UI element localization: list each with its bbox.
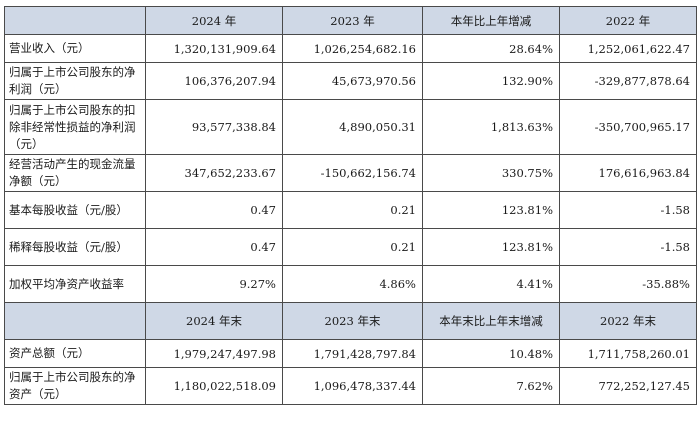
cell-2022: 176,616,963.84 xyxy=(559,154,697,192)
row-label: 资产总额（元） xyxy=(4,339,146,368)
cell-2024: 93,577,338.84 xyxy=(145,99,283,155)
header-2023-end: 2023 年末 xyxy=(282,302,423,340)
header-empty-cell xyxy=(4,302,146,340)
cell-change: 4.41% xyxy=(422,265,560,303)
financial-summary-table: 2024 年 2023 年 本年比上年增减 2022 年 营业收入（元） 1,3… xyxy=(4,6,697,405)
cell-2023: 4,890,050.31 xyxy=(282,99,423,155)
header-2022: 2022 年 xyxy=(559,6,697,35)
cell-2024: 0.47 xyxy=(145,228,283,266)
table-row: 经营活动产生的现金流量净额（元） 347,652,233.67 -150,662… xyxy=(4,154,697,192)
cell-change: 10.48% xyxy=(422,339,560,368)
cell-2023: 1,791,428,797.84 xyxy=(282,339,423,368)
cell-change: 123.81% xyxy=(422,191,560,229)
table-row: 归属于上市公司股东的净资产（元） 1,180,022,518.09 1,096,… xyxy=(4,367,697,405)
cell-2022: 1,252,061,622.47 xyxy=(559,34,697,63)
table-row: 稀释每股收益（元/股） 0.47 0.21 123.81% -1.58 xyxy=(4,228,697,266)
row-label: 经营活动产生的现金流量净额（元） xyxy=(4,154,146,192)
table-row: 归属于上市公司股东的扣除非经常性损益的净利润（元） 93,577,338.84 … xyxy=(4,99,697,155)
cell-2023: 0.21 xyxy=(282,228,423,266)
cell-change: 1,813.63% xyxy=(422,99,560,155)
cell-change: 28.64% xyxy=(422,34,560,63)
cell-2024: 0.47 xyxy=(145,191,283,229)
cell-2024: 1,979,247,497.98 xyxy=(145,339,283,368)
header-2024-end: 2024 年末 xyxy=(145,302,283,340)
row-label: 归属于上市公司股东的扣除非经常性损益的净利润（元） xyxy=(4,99,146,155)
cell-change: 7.62% xyxy=(422,367,560,405)
cell-2022: -1.58 xyxy=(559,191,697,229)
cell-2023: 0.21 xyxy=(282,191,423,229)
cell-2022: 1,711,758,260.01 xyxy=(559,339,697,368)
header-row-annual: 2024 年 2023 年 本年比上年增减 2022 年 xyxy=(4,6,697,35)
table-row: 营业收入（元） 1,320,131,909.64 1,026,254,682.1… xyxy=(4,34,697,63)
cell-2024: 106,376,207.94 xyxy=(145,62,283,100)
header-2022-end: 2022 年末 xyxy=(559,302,697,340)
cell-2024: 9.27% xyxy=(145,265,283,303)
row-label: 归属于上市公司股东的净利润（元） xyxy=(4,62,146,100)
row-label: 稀释每股收益（元/股） xyxy=(4,228,146,266)
header-2024: 2024 年 xyxy=(145,6,283,35)
cell-2022: -1.58 xyxy=(559,228,697,266)
cell-2022: -329,877,878.64 xyxy=(559,62,697,100)
row-label: 加权平均净资产收益率 xyxy=(4,265,146,303)
header-yoy-change-end: 本年末比上年末增减 xyxy=(422,302,560,340)
cell-change: 123.81% xyxy=(422,228,560,266)
cell-2023: 1,096,478,337.44 xyxy=(282,367,423,405)
cell-2023: 1,026,254,682.16 xyxy=(282,34,423,63)
cell-2023: 4.86% xyxy=(282,265,423,303)
table-row: 资产总额（元） 1,979,247,497.98 1,791,428,797.8… xyxy=(4,339,697,368)
cell-change: 330.75% xyxy=(422,154,560,192)
cell-2022: -350,700,965.17 xyxy=(559,99,697,155)
cell-change: 132.90% xyxy=(422,62,560,100)
row-label: 基本每股收益（元/股） xyxy=(4,191,146,229)
cell-2024: 347,652,233.67 xyxy=(145,154,283,192)
header-yoy-change: 本年比上年增减 xyxy=(422,6,560,35)
cell-2023: -150,662,156.74 xyxy=(282,154,423,192)
cell-2024: 1,320,131,909.64 xyxy=(145,34,283,63)
cell-2023: 45,673,970.56 xyxy=(282,62,423,100)
table-row: 加权平均净资产收益率 9.27% 4.86% 4.41% -35.88% xyxy=(4,265,697,303)
table-row: 归属于上市公司股东的净利润（元） 106,376,207.94 45,673,9… xyxy=(4,62,697,100)
row-label: 营业收入（元） xyxy=(4,34,146,63)
table-row: 基本每股收益（元/股） 0.47 0.21 123.81% -1.58 xyxy=(4,191,697,229)
cell-2024: 1,180,022,518.09 xyxy=(145,367,283,405)
cell-2022: 772,252,127.45 xyxy=(559,367,697,405)
header-empty-cell xyxy=(4,6,146,35)
header-2023: 2023 年 xyxy=(282,6,423,35)
cell-2022: -35.88% xyxy=(559,265,697,303)
header-row-year-end: 2024 年末 2023 年末 本年末比上年末增减 2022 年末 xyxy=(4,302,697,340)
row-label: 归属于上市公司股东的净资产（元） xyxy=(4,367,146,405)
